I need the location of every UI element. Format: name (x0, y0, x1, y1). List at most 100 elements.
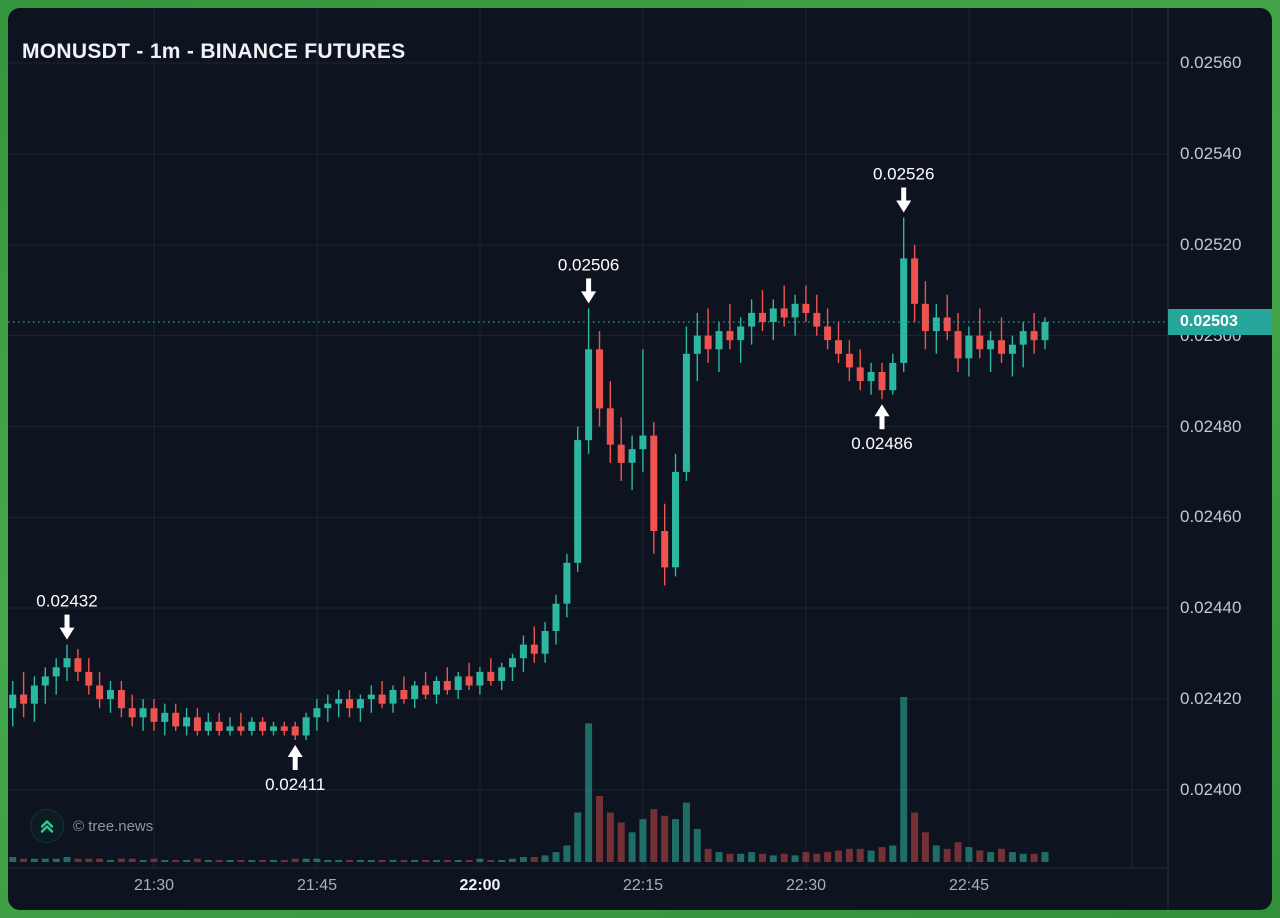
volume-bar (41, 858, 49, 862)
candle-body (617, 444, 625, 463)
candle-body (443, 681, 451, 691)
candle-body (998, 340, 1005, 354)
candle-body (726, 331, 734, 341)
candle-body (943, 317, 951, 332)
volume-bar (161, 860, 169, 862)
candle-body (389, 690, 397, 704)
candle-body (1041, 322, 1049, 341)
candle-body (780, 308, 788, 318)
volume-bar (889, 845, 897, 862)
volume-bar (693, 829, 701, 862)
annotation-label: 0.02486 (851, 434, 912, 453)
candle-body (248, 721, 256, 731)
volume-bar (313, 858, 321, 862)
volume-bar (552, 852, 560, 862)
watermark: © tree.news (30, 809, 153, 843)
volume-bar (574, 812, 582, 862)
candle-body (769, 308, 777, 322)
candle-body (9, 694, 17, 709)
candle-body (530, 644, 538, 654)
candle-body (117, 690, 125, 709)
candle-body (965, 335, 973, 359)
volume-bar (487, 860, 495, 862)
chart-canvas[interactable]: 0.02432 0.02411 0.02506 0.02486 0.02526 (8, 8, 1272, 910)
candle-body (411, 685, 419, 700)
candle-body (204, 721, 212, 731)
volume-bar (759, 853, 766, 863)
candle-body (85, 671, 93, 686)
candle-body (302, 717, 310, 736)
candle-body (606, 408, 614, 445)
candle-body (639, 435, 647, 450)
candle-body (661, 531, 669, 568)
candle-body (987, 340, 995, 350)
volume-bar (976, 850, 984, 863)
candle-body (976, 335, 984, 350)
candle-body (856, 367, 864, 381)
volume-bar (661, 815, 669, 862)
candle-body (878, 372, 886, 391)
down-arrow-icon (896, 187, 912, 213)
volume-bar (183, 860, 191, 862)
volume-bar (476, 858, 484, 862)
candle-body (519, 644, 527, 659)
volume-bar (74, 858, 82, 862)
watermark-text: © tree.news (73, 817, 154, 835)
volume-bar (900, 697, 908, 862)
volume-bar (998, 848, 1005, 862)
candle-body (954, 331, 962, 359)
price-tick-label: 0.02440 (1180, 598, 1242, 617)
volume-bar (215, 860, 223, 862)
candle-body (628, 449, 636, 463)
price-tick-label: 0.02560 (1180, 53, 1242, 72)
candle-body (911, 258, 919, 304)
candle-body (335, 699, 343, 704)
candle-body (737, 326, 745, 341)
volume-bar (867, 850, 875, 863)
candle-body (889, 362, 897, 391)
chart-title: MONUSDT - 1m - BINANCE FUTURES (22, 40, 406, 63)
annotation-label: 0.02506 (558, 255, 619, 274)
volume-bar (117, 858, 125, 862)
time-tick-label: 22:15 (622, 877, 664, 894)
volume-bar (748, 852, 756, 862)
candle-body (845, 353, 853, 368)
candle-body (574, 440, 582, 563)
volume-bar (824, 852, 832, 862)
time-axis[interactable]: 21:30 21:45 22:00 22:15 22:30 22:45 (8, 868, 1168, 910)
candle-body (346, 699, 353, 709)
volume-bar (1019, 853, 1027, 863)
candle-body (324, 703, 332, 709)
time-tick-label: 22:00 (459, 877, 501, 894)
volume-bar (52, 858, 60, 862)
down-arrow-icon (59, 614, 75, 640)
candle-body (259, 721, 267, 731)
candle-body (41, 676, 49, 686)
candle-body (552, 603, 560, 631)
price-tick-label: 0.02460 (1180, 507, 1242, 526)
candle-body (291, 726, 299, 736)
volume-bar (856, 848, 864, 862)
volume-bar (226, 860, 234, 862)
candle-body (465, 676, 473, 686)
volume-bar (85, 858, 93, 862)
volume-bar (1030, 853, 1038, 863)
candle-body (813, 312, 821, 327)
candle-body (541, 631, 549, 654)
candle-body (433, 681, 440, 695)
candle-body (900, 258, 908, 363)
annotation-label: 0.02411 (265, 775, 325, 794)
chart-window: 0.02432 0.02411 0.02506 0.02486 0.02526 MONU… (8, 8, 1272, 910)
candle-body (824, 326, 832, 341)
volume-bar (563, 845, 571, 862)
candle-body (378, 694, 386, 704)
price-axis[interactable]: 0.02503 0.02560 0.02540 0.02520 0.02500 0.02… (1168, 8, 1272, 910)
volume-bar (585, 723, 593, 862)
candle-body (74, 658, 82, 672)
candle-body (650, 435, 658, 531)
candle-body (270, 726, 277, 731)
candle-body (96, 685, 104, 700)
volume-bar (367, 860, 375, 862)
candle-body (422, 685, 430, 695)
volume-bar (237, 860, 245, 862)
